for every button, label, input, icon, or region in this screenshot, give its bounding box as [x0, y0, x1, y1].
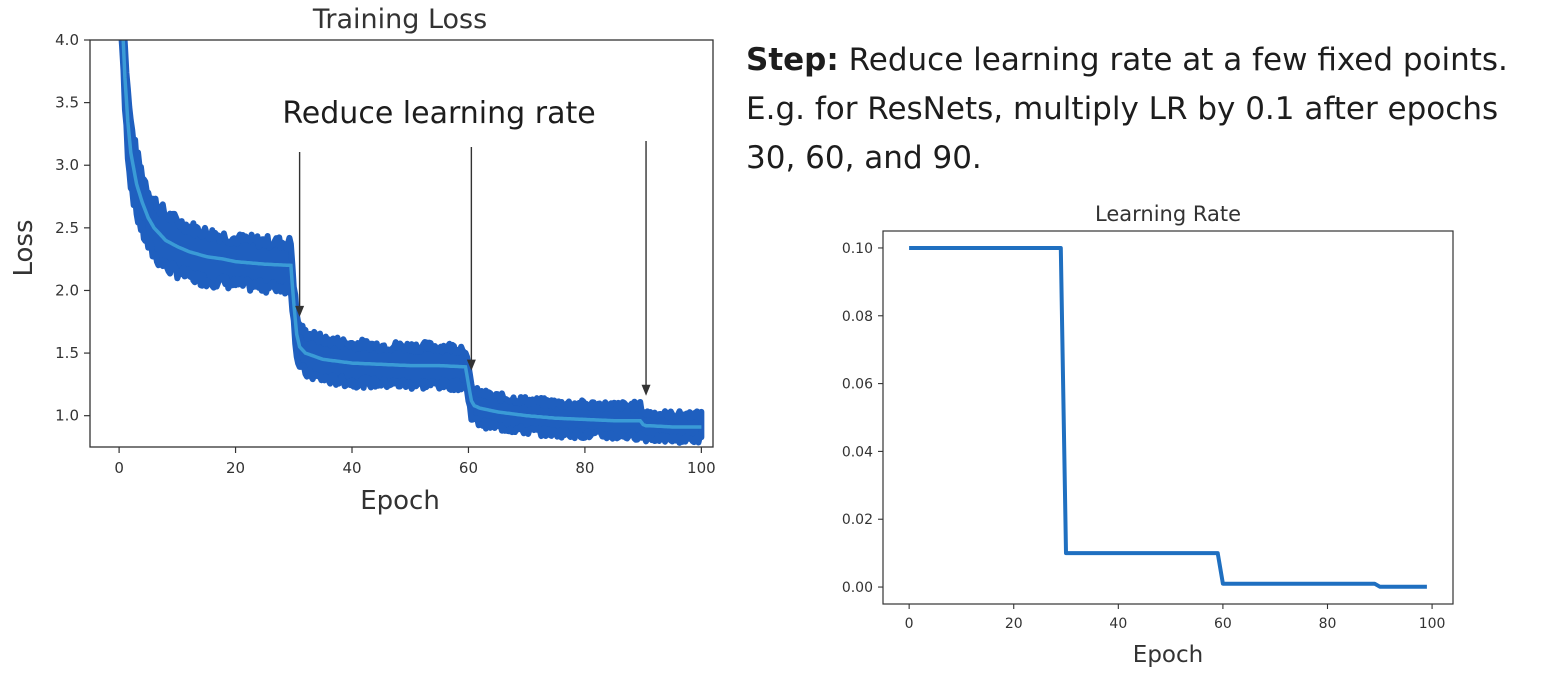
lr-x-tick-label: 40 — [1109, 616, 1127, 632]
reduce-lr-arrow-head — [295, 305, 305, 317]
loss-chart-title: Training Loss — [312, 4, 487, 35]
learning-rate-chart: Learning Rate 0 20 40 60 80 100 0.00 0.02 0.04 0.… — [842, 202, 1454, 668]
loss-noise-band — [118, 40, 705, 446]
step-label: Step: — [746, 42, 839, 78]
step-text: Reduce learning rate at a few fixed poin… — [838, 42, 1508, 78]
loss-series-group — [118, 40, 705, 446]
slide-description: Step: Reduce learning rate at a few fixe… — [746, 36, 1556, 183]
training-loss-chart: Training Loss 0 20 40 60 80 100 1.0 1.5 2.0 2.5 3.… — [9, 4, 716, 516]
lr-step-line — [909, 246, 1427, 589]
loss-y-tick-label: 4.0 — [55, 31, 79, 49]
lr-y-tick-label: 0.10 — [842, 241, 873, 257]
lr-y-tick-label: 0.04 — [842, 444, 873, 460]
loss-axes-frame — [89, 39, 714, 448]
loss-x-tick-label: 60 — [459, 459, 478, 477]
lr-x-tick-label: 0 — [905, 616, 914, 632]
lr-axes-frame — [882, 230, 1454, 605]
reduce-lr-arrow-head — [466, 359, 476, 371]
loss-x-tick-label: 20 — [226, 459, 245, 477]
loss-x-tick-label: 100 — [687, 459, 716, 477]
reduce-lr-arrows — [295, 141, 651, 396]
loss-y-tick-label: 3.0 — [55, 156, 79, 174]
loss-x-axis-label: Epoch — [360, 486, 440, 516]
loss-y-axis-label: Loss — [9, 219, 39, 276]
loss-y-tick-label: 2.5 — [55, 219, 79, 237]
loss-y-tick-label: 1.5 — [55, 344, 79, 362]
reduce-lr-annotation: Reduce learning rate — [282, 96, 595, 131]
lr-chart-title: Learning Rate — [1095, 202, 1241, 226]
loss-x-tick-label: 80 — [575, 459, 594, 477]
lr-x-axis-label: Epoch — [1133, 642, 1203, 668]
loss-x-tick-label: 0 — [114, 459, 124, 477]
loss-y-tick-label: 2.0 — [55, 281, 79, 299]
lr-y-tick-label: 0.02 — [842, 512, 873, 528]
lr-y-tick-label: 0.08 — [842, 309, 873, 325]
epochs-line: 30, 60, and 90. — [746, 140, 982, 176]
loss-y-tick-label: 1.0 — [55, 407, 79, 425]
loss-mean-line — [121, 40, 702, 429]
lr-plot-area: 0 20 40 60 80 100 0.00 0.02 0.04 0.06 0.08 0.10 — [842, 230, 1454, 632]
reduce-lr-arrow-head — [641, 384, 651, 396]
loss-plot-area: 0 20 40 60 80 100 1.0 1.5 2.0 2.5 3.0 3.5 4.0 — [55, 31, 716, 477]
lr-x-tick-label: 60 — [1214, 616, 1232, 632]
lr-y-tick-label: 0.00 — [842, 580, 873, 596]
lr-y-tick-label: 0.06 — [842, 377, 873, 393]
lr-x-tick-label: 20 — [1005, 616, 1023, 632]
lr-x-tick-label: 80 — [1319, 616, 1337, 632]
loss-x-tick-label: 40 — [342, 459, 361, 477]
step-line: Step: Reduce learning rate at a few fixe… — [746, 36, 1556, 85]
example-line: E.g. for ResNets, multiply LR by 0.1 aft… — [746, 91, 1499, 127]
loss-y-tick-label: 3.5 — [55, 94, 79, 112]
lr-x-tick-label: 100 — [1419, 616, 1446, 632]
